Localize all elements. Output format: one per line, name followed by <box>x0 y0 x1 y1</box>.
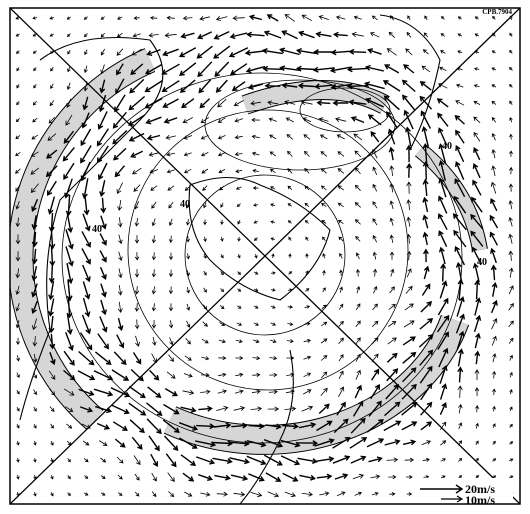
contour-label: 40 <box>477 257 487 268</box>
legend-box <box>415 478 513 502</box>
contour-label: 40 <box>442 141 452 152</box>
corner-label: CPB.7904 <box>482 8 512 16</box>
wind-map: CPB.7904 40 40 40 40 20m/s 10m/s <box>0 0 530 514</box>
legend-label: 10m/s <box>465 493 495 507</box>
contour-label: 40 <box>180 199 190 210</box>
contour-label: 40 <box>92 224 102 235</box>
